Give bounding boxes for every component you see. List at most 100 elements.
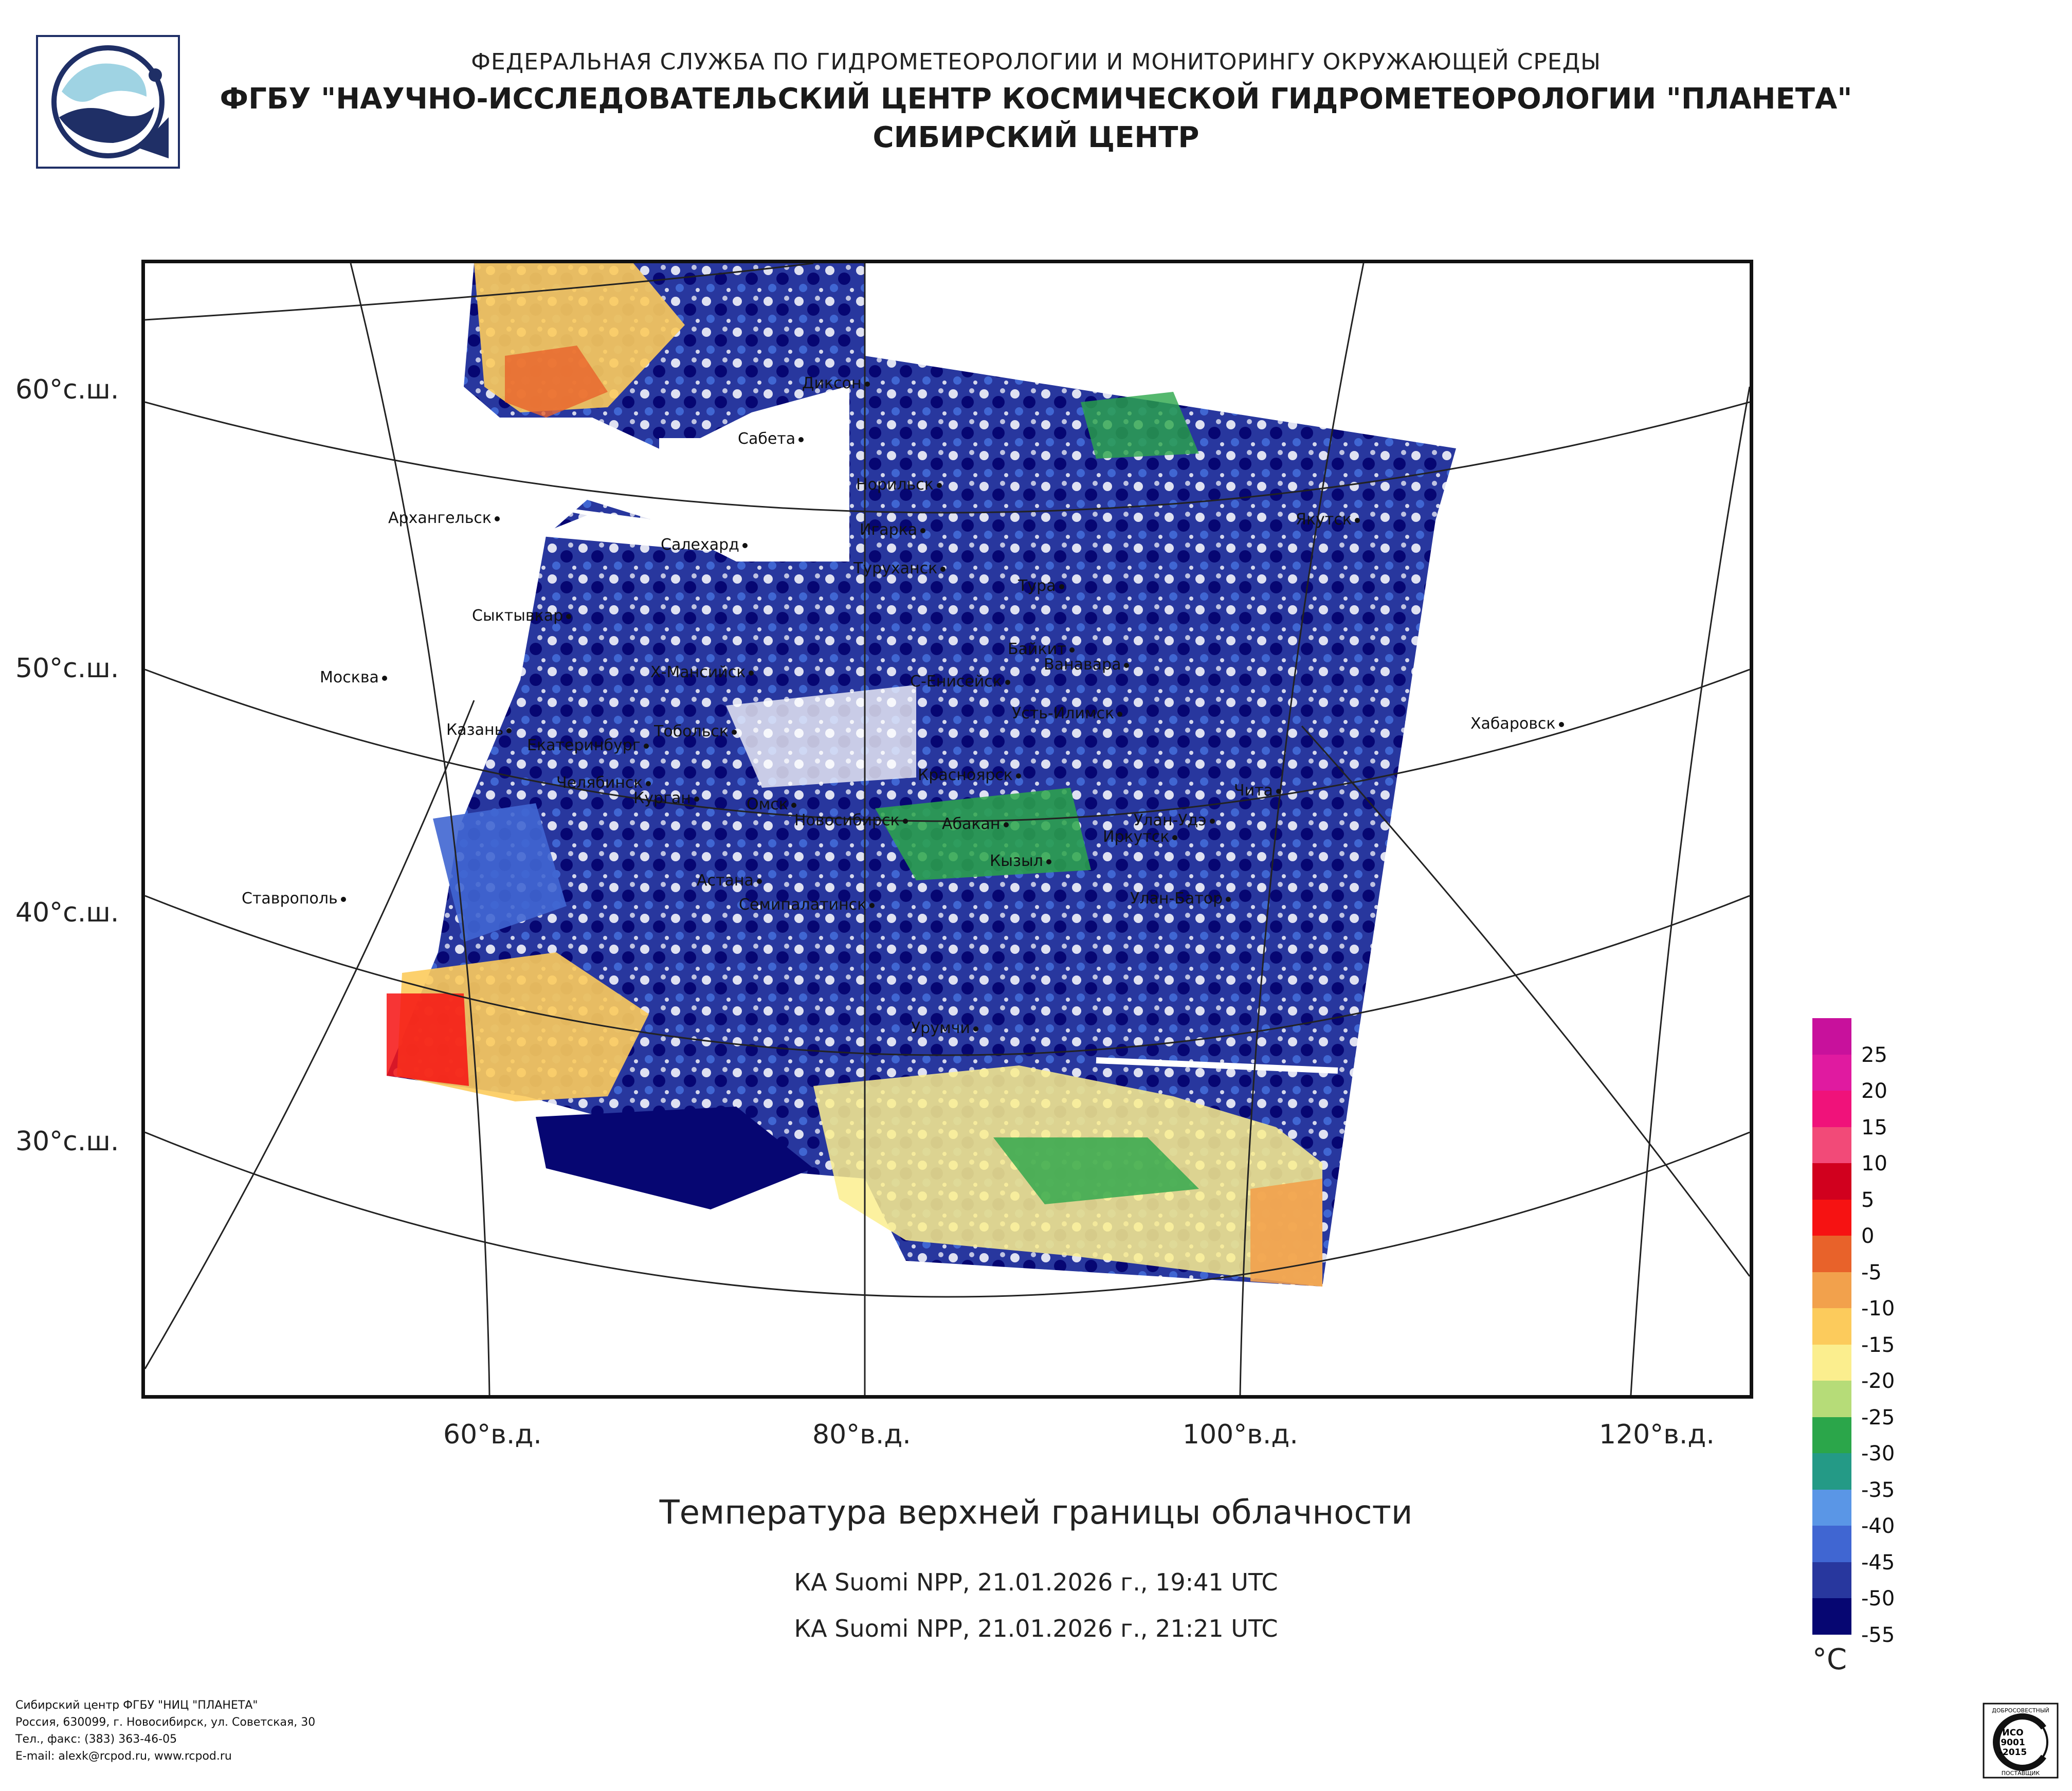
city-marker: Диксон (802, 374, 870, 392)
iso-text: ИСО (2002, 1728, 2023, 1738)
city-marker: Абакан (942, 815, 1009, 833)
lat-label-30: 30°с.ш. (15, 1126, 119, 1157)
city-marker: Х-Мансийск (650, 663, 754, 681)
legend-swatch (1812, 1562, 1851, 1598)
city-marker: Астана (697, 872, 762, 890)
city-marker: Салехард (661, 536, 748, 554)
city-label: Тобольск (654, 722, 729, 740)
city-marker: Улан-Удэ (1134, 811, 1215, 829)
city-marker: Курган (633, 789, 699, 807)
city-dot (940, 566, 946, 572)
city-marker: Семипалатинск (739, 896, 875, 914)
city-marker: Омск (747, 795, 796, 813)
city-dot (791, 802, 796, 808)
city-label: Сыктывкар (472, 607, 564, 625)
legend-swatch (1812, 1598, 1851, 1635)
legend-tick-label: 15 (1861, 1115, 1887, 1139)
lon-label-100: 100°в.д. (1183, 1419, 1298, 1450)
city-label: Чита (1234, 782, 1273, 800)
city-marker: Архангельск (388, 509, 500, 527)
city-marker: Иркутск (1103, 828, 1178, 846)
city-label: Казань (446, 721, 504, 739)
city-label: Омск (747, 795, 788, 813)
city-dot (936, 482, 942, 488)
city-label: Ванавара (1044, 656, 1121, 674)
city-label: Архангельск (388, 509, 492, 527)
iso-year: -2015 (1999, 1747, 2027, 1758)
legend-swatch (1812, 1344, 1851, 1381)
iso-number: 9001 (2001, 1738, 2025, 1748)
iso-bottom-text: ПОСТАВЩИК (2002, 1770, 2040, 1777)
legend-swatch (1812, 1163, 1851, 1200)
legend-swatch (1812, 1526, 1851, 1562)
city-label: Якутск (1296, 511, 1352, 529)
city-label: Диксон (802, 374, 862, 392)
city-dot (732, 729, 737, 735)
legend-tick-label: -50 (1861, 1587, 1895, 1611)
legend-tick-label: 20 (1861, 1079, 1887, 1103)
legend-tick-label: 10 (1861, 1152, 1887, 1175)
legend-swatch (1812, 1272, 1851, 1308)
city-marker: Тобольск (654, 722, 737, 740)
city-dot (1172, 835, 1178, 840)
city-dot (1558, 721, 1564, 727)
iso-top-text: ДОБРОСОВЕСТНЫЙ (1992, 1707, 2049, 1714)
city-marker: Усть-Илимск (1012, 704, 1123, 722)
lon-label-120: 120°в.д. (1599, 1419, 1715, 1450)
legend-tick-label: -5 (1861, 1260, 1882, 1285)
city-dot (869, 902, 875, 908)
city-marker: Норильск (856, 476, 942, 494)
city-marker: Ванавара (1044, 656, 1130, 674)
satellite-pass-1: КА Suomi NPP, 21.01.2026 г., 19:41 UTC (794, 1568, 1278, 1596)
city-dot (1209, 818, 1215, 824)
city-label: Абакан (942, 815, 1001, 833)
map-canvas (145, 263, 1750, 1395)
city-label: Байкит (1008, 640, 1066, 658)
lon-label-60: 60°в.д. (443, 1419, 542, 1450)
legend-tick-label: -55 (1861, 1623, 1895, 1647)
city-label: Семипалатинск (739, 896, 867, 914)
temperature-legend (1812, 1018, 1851, 1635)
legend-swatch (1812, 1489, 1851, 1526)
legend-tick-label: -20 (1861, 1369, 1895, 1393)
city-dot (340, 896, 346, 902)
city-dot (756, 878, 762, 884)
city-marker: Якутск (1296, 511, 1360, 529)
iso-certification-badge: ДОБРОСОВЕСТНЫЙ ИСО 9001 -2015 ПОСТАВЩИК (1983, 1703, 2059, 1779)
city-dot (864, 381, 870, 387)
city-marker: С-Енисейск (910, 673, 1010, 691)
city-marker: Сыктывкар (472, 607, 572, 625)
legend-tick-label: -25 (1861, 1405, 1895, 1430)
city-marker: Байкит (1008, 640, 1075, 658)
city-dot (973, 1026, 978, 1032)
legend-tick-label: -45 (1861, 1550, 1895, 1575)
city-marker: Улан-Батор (1130, 890, 1231, 908)
city-dot (1059, 584, 1064, 589)
city-label: Салехард (661, 536, 739, 554)
city-dot (1124, 662, 1130, 668)
legend-swatch (1812, 1054, 1851, 1091)
satellite-map (141, 260, 1753, 1399)
legend-tick-label: -15 (1861, 1333, 1895, 1357)
legend-tick-label: 25 (1861, 1043, 1887, 1067)
legend-tick-label: 0 (1861, 1224, 1875, 1248)
city-marker: Туруханск (853, 559, 946, 577)
satellite-pass-2: КА Suomi NPP, 21.01.2026 г., 21:21 UTC (794, 1615, 1278, 1642)
city-label: Курган (633, 789, 691, 807)
legend-unit: °C (1812, 1643, 1847, 1676)
city-label: Улан-Батор (1130, 890, 1223, 908)
city-label: Норильск (856, 476, 934, 494)
organization-line: ФГБУ "НАУЧНО-ИССЛЕДОВАТЕЛЬСКИЙ ЦЕНТР КОС… (220, 82, 1852, 116)
legend-swatch (1812, 1199, 1851, 1236)
city-dot (646, 781, 651, 786)
city-dot (381, 675, 387, 681)
city-dot (1226, 896, 1231, 902)
city-dot (1069, 647, 1075, 653)
city-label: Иркутск (1103, 828, 1170, 846)
legend-swatch (1812, 1381, 1851, 1417)
city-dot (1354, 517, 1360, 523)
city-label: Х-Мансийск (650, 663, 746, 681)
footer-contacts: Сибирский центр ФГБУ "НИЦ "ПЛАНЕТА" Росс… (15, 1697, 315, 1765)
city-dot (1005, 679, 1010, 685)
city-label: Москва (320, 668, 379, 686)
